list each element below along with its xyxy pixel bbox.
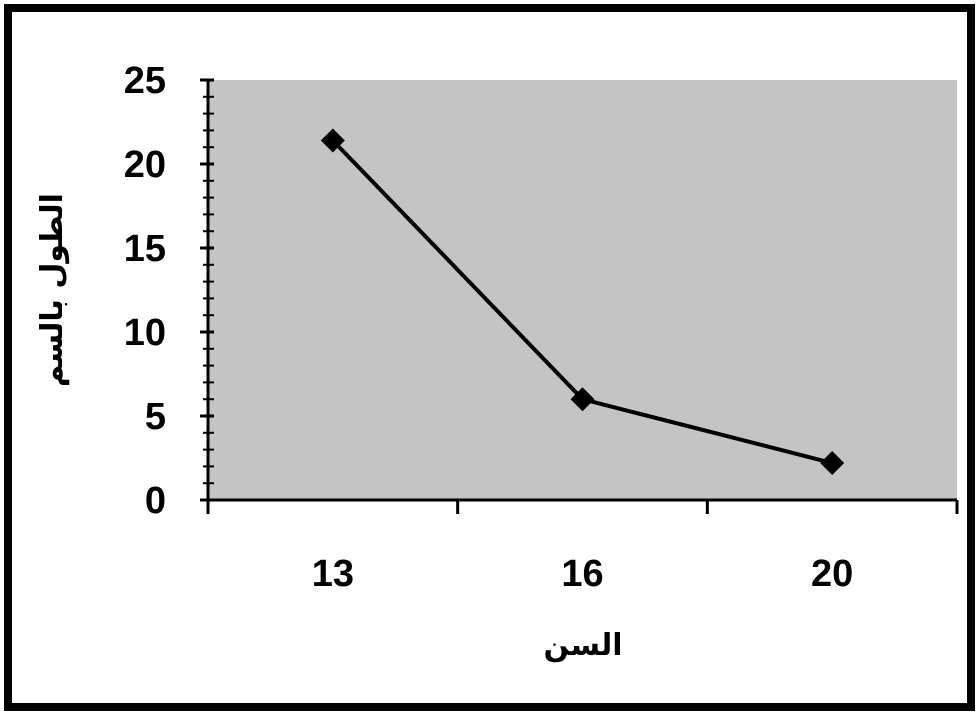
x-tick-label: 20 [811, 553, 853, 595]
x-axis-title: السن [543, 628, 622, 663]
y-tick-label: 25 [124, 60, 166, 102]
y-tick-label: 10 [124, 312, 166, 354]
data-point-marker [570, 387, 595, 412]
x-tick-label: 16 [561, 553, 603, 595]
x-tick-label: 13 [312, 553, 354, 595]
y-tick-label: 0 [145, 480, 166, 522]
plot-area-texture [208, 80, 957, 500]
y-tick-label: 20 [124, 144, 166, 186]
y-tick-label: 15 [124, 228, 166, 270]
data-point-marker [320, 128, 345, 153]
y-tick-label: 5 [145, 396, 166, 438]
y-axis-title: الطول بالسم [35, 193, 70, 387]
data-point-marker [820, 451, 845, 476]
